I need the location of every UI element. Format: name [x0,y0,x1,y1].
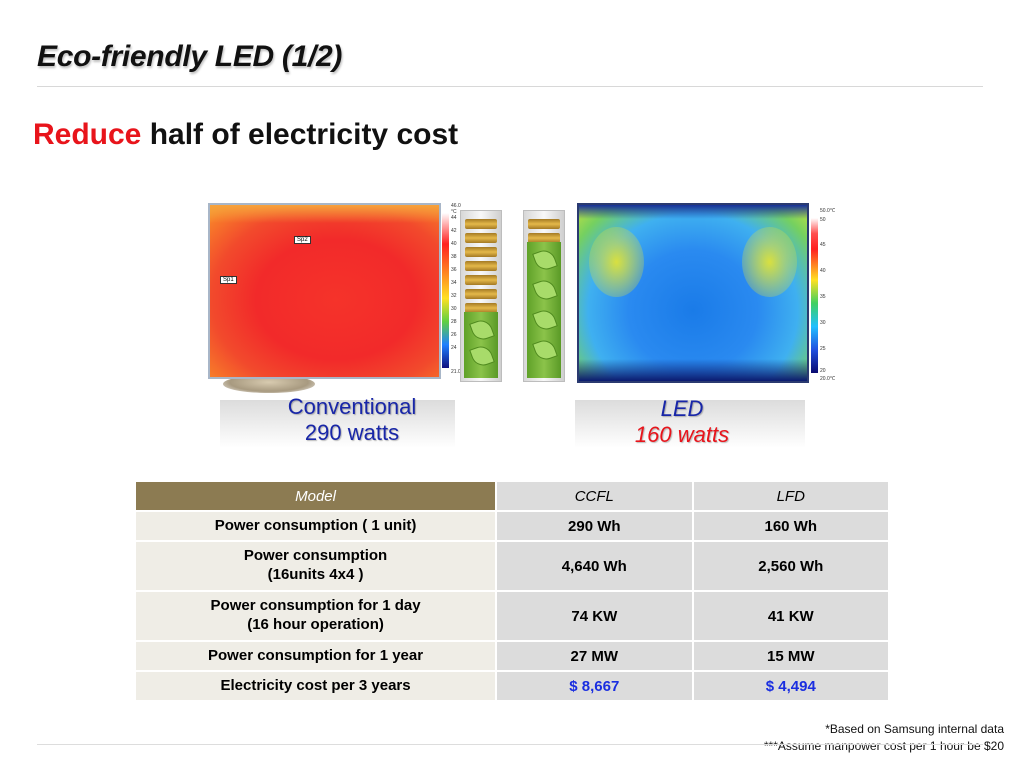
cell-ccfl: 290 Wh [495,510,694,542]
scale-tick: 42 [451,228,457,234]
row-label-line: Power consumption for 1 year [208,646,424,664]
row-label-line: Power consumption [243,547,388,565]
scale-tick: 38 [451,254,457,260]
title-divider [37,86,983,87]
row-label-line: (16units 4x4 ) [267,566,364,583]
cell-lfd: 41 KW [691,590,891,642]
table-row: Power consumption ( 1 unit) 290 Wh 160 Wh [133,510,891,542]
scale-tick: 46.0 °C [451,203,461,215]
caption-conventional-label: Conventional [287,394,417,419]
cell-ccfl: $ 8,667 [495,670,694,702]
slide-title: Eco-friendly LED (1/2) [37,40,343,73]
headline: Reduce half of electricity cost [33,118,458,152]
cell-lfd: $ 4,494 [691,670,891,702]
footer-divider [37,744,983,745]
cell-lfd: 2,560 Wh [691,540,891,592]
scale-tick: 40 [820,268,826,274]
scale-tick: 24 [451,345,457,351]
leaf-icon [532,307,558,333]
leaf-icon [532,277,558,303]
caption-led-label: LED [660,396,704,421]
header-model: Model [133,480,498,512]
scale-tick: 45 [820,242,826,248]
header-ccfl: CCFL [495,480,694,512]
scale-tick: 28 [451,319,457,325]
scale-tick: 50.0℃ [820,208,836,214]
thermal-tag-sp2: Sp2 [294,236,311,244]
scale-tick: 26 [451,332,457,338]
thermal-image-conventional: Sp2 Sp1 [208,203,441,379]
led-module-image [523,210,565,382]
row-label-line: Power consumption ( 1 unit) [214,516,417,534]
headline-rest: half of electricity cost [141,118,459,151]
scale-tick: 20 [820,368,826,374]
header-lfd: LFD [691,480,891,512]
footnote-assumption: ***Assume manpower cost per 1 hour be $2… [763,739,1004,753]
leaf-icon [469,317,495,343]
table-row: Power consumption for 1 day (16 hour oper… [133,590,891,642]
row-label: Power consumption (16units 4x4 ) [133,540,498,592]
scale-tick: 30 [820,320,826,326]
reflection-right [575,400,805,448]
footnote-source: *Based on Samsung internal data [825,722,1004,736]
cell-ccfl: 74 KW [495,590,694,642]
scale-tick: 36 [451,267,457,273]
table-row: Power consumption for 1 year 27 MW 15 MW [133,640,891,672]
thermal-scale-left: 46.0 °C 44 42 40 38 36 34 32 30 28 26 24… [442,203,462,379]
thermal-tag-sp1: Sp1 [220,276,237,284]
row-label: Electricity cost per 3 years [133,670,498,702]
row-label-line: Electricity cost per 3 years [220,676,411,694]
row-label: Power consumption for 1 year [133,640,498,672]
table-row: Power consumption (16units 4x4 ) 4,640 Wh 2… [133,540,891,592]
comparison-image: Sp2 Sp1 46.0 °C 44 42 40 38 36 34 32 30 … [205,200,835,470]
leaf-icon [532,247,558,273]
table-header-row: Model CCFL LFD [133,480,891,512]
caption-conventional: Conventional 290 watts [262,394,442,446]
cell-ccfl: 27 MW [495,640,694,672]
scale-tick: 30 [451,306,457,312]
caption-led: LED 160 watts [592,396,772,448]
row-label: Power consumption for 1 day (16 hour oper… [133,590,498,642]
scale-tick: 50 [820,217,826,223]
thermal-image-led [577,203,809,383]
cell-ccfl: 4,640 Wh [495,540,694,592]
scale-tick: 25 [820,346,826,352]
cell-lfd: 160 Wh [691,510,891,542]
caption-conventional-watts: 290 watts [304,420,400,445]
thermal-scale-right: 50.0℃ 50 45 40 35 30 25 20 20.0℃ [811,208,837,384]
comparison-table: Model CCFL LFD Power consumption ( 1 uni… [133,480,891,702]
headline-accent: Reduce [33,118,142,151]
cell-lfd: 15 MW [691,640,891,672]
scale-tick: 44 [451,215,457,221]
table-row: Electricity cost per 3 years $ 8,667 $ 4,4… [133,670,891,702]
ccfl-module-image [460,210,502,382]
row-label-line: (16 hour operation) [247,616,384,633]
caption-led-watts: 160 watts [634,422,730,447]
row-label: Power consumption ( 1 unit) [133,510,498,542]
leaf-icon [532,337,558,363]
scale-tick: 32 [451,293,457,299]
scale-tick: 40 [451,241,457,247]
row-label-line: Power consumption for 1 day [210,597,421,615]
scale-tick: 35 [820,294,826,300]
leaf-icon [469,343,495,369]
scale-tick: 34 [451,280,457,286]
coins-image [223,375,315,393]
scale-tick: 20.0℃ [820,376,836,382]
reflection-left [220,400,455,448]
scale-tick: 21.0 [451,369,461,375]
